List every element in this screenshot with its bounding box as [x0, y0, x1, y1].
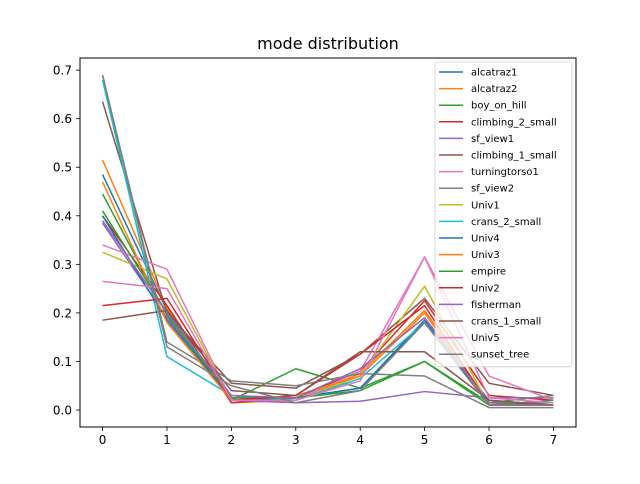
- series-line-Univ1: [102, 251, 554, 406]
- legend-label: crans_1_small: [471, 317, 541, 328]
- y-tick-label: 0.3: [53, 258, 72, 272]
- axes-frame: [79, 57, 577, 428]
- y-tick-label: 0.7: [53, 64, 72, 78]
- plot-area: [101, 74, 554, 409]
- series-line-sunset_tree: [101, 74, 554, 406]
- x-tick-label: 4: [356, 433, 364, 447]
- y-tick-label: 0.1: [53, 355, 72, 369]
- x-tick-label: 7: [550, 433, 558, 447]
- legend-label: Univ4: [471, 234, 500, 245]
- legend-label: sf_view1: [471, 134, 514, 145]
- series-line-sf_view2: [101, 74, 554, 409]
- legend-label: turningtorso1: [471, 167, 539, 178]
- legend-box: [434, 61, 573, 368]
- x-tick-label: 3: [292, 433, 300, 447]
- legend-label: Univ5: [471, 333, 500, 344]
- y-tick-label: 0.4: [53, 209, 72, 223]
- legend-label: alcatraz1: [471, 68, 517, 79]
- x-tick-label: 5: [421, 433, 429, 447]
- y-tick-label: 0.0: [53, 404, 72, 418]
- legend: alcatraz1 alcatraz2 boy_on_hill climbing_2_…: [434, 61, 573, 368]
- y-axis: 0.0 0.1 0.2 0.3 0.4 0.5 0.6 0.7: [53, 64, 80, 418]
- x-tick-label: 6: [485, 433, 493, 447]
- legend-label: sf_view2: [471, 184, 514, 195]
- legend-label: empire: [471, 267, 506, 278]
- legend-label: climbing_1_small: [471, 151, 557, 162]
- legend-label: climbing_2_small: [471, 117, 557, 128]
- legend-label: alcatraz2: [471, 84, 517, 95]
- y-tick-label: 0.2: [53, 306, 72, 320]
- x-tick-label: 1: [163, 433, 171, 447]
- legend-label: boy_on_hill: [471, 101, 527, 112]
- legend-label: fisherman: [471, 300, 521, 311]
- x-tick-label: 2: [228, 433, 236, 447]
- series-line-sf_view1: [101, 222, 554, 404]
- legend-label: crans_2_small: [471, 217, 541, 228]
- y-tick-label: 0.6: [53, 112, 72, 126]
- legend-label: Univ1: [471, 200, 500, 211]
- x-tick-label: 0: [99, 433, 107, 447]
- x-axis: 0 1 2 3 4 5 6 7: [99, 427, 558, 447]
- series-line-climbing_2_small: [101, 215, 554, 404]
- legend-label: Univ3: [471, 250, 500, 261]
- legend-label: Univ2: [471, 283, 500, 294]
- legend-label: sunset_tree: [471, 350, 529, 361]
- y-tick-label: 0.5: [53, 161, 72, 175]
- chart-title: mode distribution: [257, 34, 399, 53]
- series-line-Univ5: [102, 256, 554, 404]
- series-line-fisherman: [101, 220, 554, 404]
- series-line-boy_on_hill: [101, 193, 554, 404]
